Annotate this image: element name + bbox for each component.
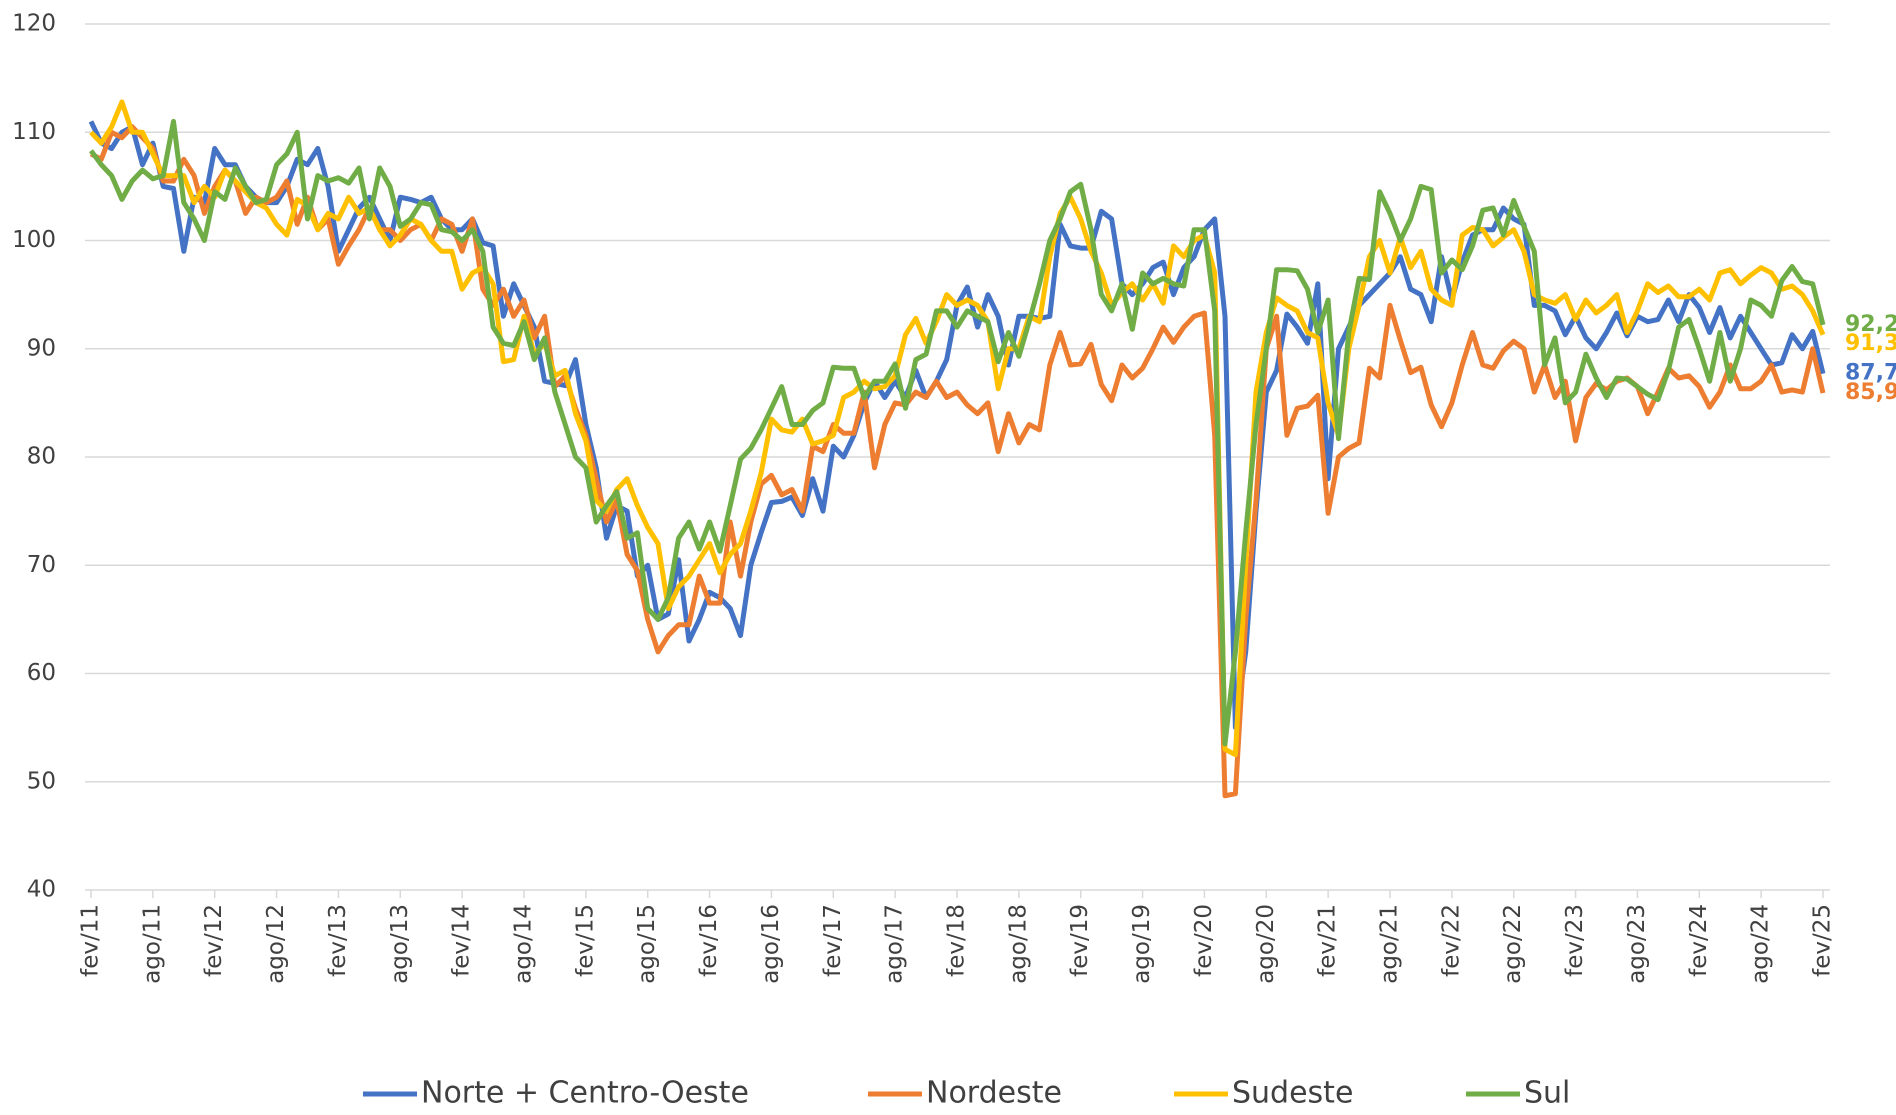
x-tick-label: fev/16 — [696, 904, 722, 977]
x-tick-label: ago/19 — [1129, 904, 1155, 984]
y-tick-label: 50 — [27, 768, 56, 794]
x-tick-label: fev/19 — [1067, 904, 1093, 977]
x-tick-label: ago/18 — [1005, 904, 1031, 984]
x-tick-label: fev/17 — [820, 904, 846, 977]
x-tick-label: fev/15 — [572, 904, 598, 977]
x-tick-label: ago/11 — [139, 904, 165, 984]
y-tick-label: 110 — [12, 119, 56, 145]
x-tick-label: fev/21 — [1315, 904, 1341, 977]
x-tick-label: ago/13 — [387, 904, 413, 984]
y-tick-label: 60 — [27, 660, 56, 686]
y-tick-label: 40 — [27, 877, 56, 903]
x-tick-label: ago/20 — [1253, 904, 1279, 984]
legend-label: Sudeste — [1232, 1076, 1353, 1111]
x-tick-label: fev/22 — [1438, 904, 1464, 977]
x-tick-label: fev/14 — [449, 904, 475, 977]
x-tick-label: ago/22 — [1500, 904, 1526, 984]
data-label: 91,3 — [1845, 331, 1896, 356]
y-tick-label: 90 — [27, 335, 56, 361]
x-tick-label: fev/20 — [1191, 904, 1217, 977]
data-label: 85,9 — [1845, 380, 1896, 405]
x-tick-label: fev/18 — [944, 904, 970, 977]
series-line — [88, 118, 1826, 747]
x-tick-label: fev/23 — [1562, 904, 1588, 977]
x-tick-label: ago/17 — [882, 904, 908, 984]
x-tick-label: ago/21 — [1377, 904, 1403, 984]
x-tick-label: fev/12 — [201, 904, 227, 977]
x-tick-label: fev/13 — [325, 904, 351, 977]
series-line — [89, 99, 1826, 758]
x-tick-label: ago/12 — [263, 904, 289, 984]
legend-label: Norte + Centro-Oeste — [421, 1076, 749, 1111]
x-tick-label: ago/15 — [634, 904, 660, 984]
x-tick-label: fev/11 — [78, 904, 104, 977]
legend-label: Sul — [1524, 1076, 1570, 1111]
x-tick-label: ago/16 — [758, 904, 784, 984]
data-label: 87,7 — [1845, 361, 1896, 386]
x-tick-label: ago/14 — [511, 904, 537, 984]
x-tick-label: fev/24 — [1686, 904, 1712, 977]
y-tick-label: 120 — [12, 11, 56, 37]
x-tick-label: ago/23 — [1624, 904, 1650, 984]
y-tick-label: 100 — [12, 227, 56, 253]
x-tick-label: ago/24 — [1748, 904, 1774, 984]
series-line — [88, 120, 1826, 731]
y-tick-label: 80 — [27, 444, 56, 470]
x-tick-label: fev/25 — [1810, 904, 1836, 977]
data-label: 92,2 — [1845, 312, 1896, 337]
legend-label: Nordeste — [926, 1076, 1062, 1111]
y-tick-label: 70 — [27, 552, 56, 578]
